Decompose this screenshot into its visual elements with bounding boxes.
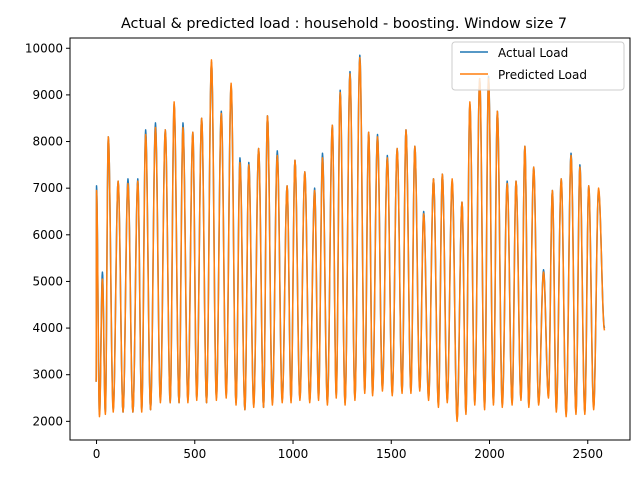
- y-tick-label: 6000: [32, 228, 63, 242]
- legend: Actual Load Predicted Load: [451, 41, 625, 91]
- plot-frame: [69, 37, 631, 441]
- y-tick-label: 5000: [32, 274, 63, 288]
- x-tick-label: 500: [183, 447, 206, 461]
- legend-label-actual: Actual Load: [498, 46, 568, 60]
- x-tick-label: 2500: [572, 447, 603, 461]
- x-tick-label: 1000: [278, 447, 309, 461]
- y-tick-label: 2000: [32, 414, 63, 428]
- y-tick-label: 4000: [32, 321, 63, 335]
- y-tick-label: 9000: [32, 88, 63, 102]
- y-tick-label: 3000: [32, 368, 63, 382]
- x-tick-label: 0: [93, 447, 101, 461]
- y-tick-label: 10000: [25, 41, 63, 55]
- y-tick-label: 8000: [32, 135, 63, 149]
- x-tick-label: 1500: [376, 447, 407, 461]
- series-line-predicted: [95, 56, 606, 423]
- legend-label-predicted: Predicted Load: [498, 68, 587, 82]
- legend-box: [451, 41, 625, 91]
- x-tick-label: 2000: [474, 447, 505, 461]
- y-tick-label: 7000: [32, 181, 63, 195]
- chart-title: Actual & predicted load : household - bo…: [121, 16, 567, 32]
